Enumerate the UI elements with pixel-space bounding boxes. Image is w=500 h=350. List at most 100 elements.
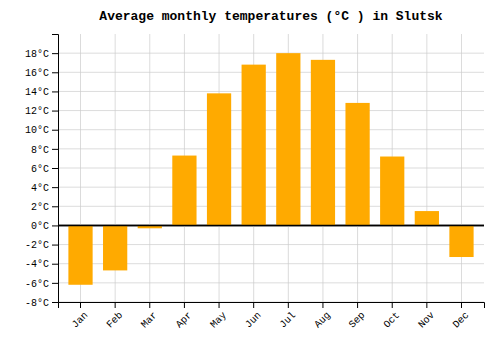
y-tick-mark: [52, 225, 58, 226]
zero-line: [58, 225, 484, 227]
y-tick-label: 16°C: [25, 68, 49, 79]
x-tick-mark: [426, 302, 427, 308]
x-tick: Oct: [382, 302, 403, 330]
x-tick: Jan: [70, 302, 91, 330]
chart: -8°C -6°C -4°C -2°C 0°C 2°C 4°C 6°C 8°C 10°C 12°C 1…: [0, 0, 500, 350]
x-tick-label: Nov: [416, 310, 437, 331]
x-tick: May: [208, 302, 229, 330]
y-tick-label: -6°C: [25, 279, 49, 290]
x-grid-line: [149, 34, 150, 302]
x-grid-line: [426, 34, 427, 302]
y-tick: 12°C: [25, 106, 58, 117]
y-tick-label: 2°C: [31, 202, 49, 213]
y-tick-mark: [52, 72, 58, 73]
x-tick-label: Apr: [174, 310, 195, 331]
bar: [311, 60, 335, 226]
zero-line: [58, 225, 484, 227]
x-tick-mark: [392, 302, 393, 308]
y-tick-mark: [52, 245, 58, 246]
y-tick: 8°C: [31, 145, 58, 156]
y-tick: 2°C: [31, 202, 58, 213]
x-axis: Jan Feb Mar Apr May Jun Jul Aug Sep Oct Nov Dec: [59, 302, 485, 330]
y-tick: 18°C: [25, 49, 58, 60]
y-tick-label: 10°C: [25, 125, 49, 136]
x-tick-mark: [461, 302, 462, 308]
x-tick-label: Aug: [312, 310, 333, 331]
x-tick: Dec: [451, 302, 472, 330]
y-tick-mark: [52, 206, 58, 207]
y-tick-mark: [52, 53, 58, 54]
y-tick-label: 0°C: [31, 221, 49, 232]
bar: [103, 225, 127, 270]
y-tick-mark: [52, 187, 58, 188]
x-tick-label: Jan: [70, 310, 91, 331]
x-tick-label: Mar: [139, 310, 160, 331]
bars: [68, 53, 473, 285]
x-tick: Apr: [174, 302, 195, 330]
x-tick: Jul: [278, 302, 299, 330]
y-tick-mark: [52, 283, 58, 284]
bar: [449, 225, 473, 257]
y-grid-line: [58, 72, 484, 73]
y-tick-mark: [52, 264, 58, 265]
x-tick: Aug: [312, 302, 333, 330]
x-tick: Nov: [416, 302, 437, 330]
x-tick-label: Jul: [278, 310, 299, 331]
x-tick-label: Oct: [382, 310, 403, 331]
y-tick-label: 14°C: [25, 87, 49, 98]
x-tick-mark: [219, 302, 220, 308]
y-tick-label: -4°C: [25, 259, 49, 270]
x-tick-mark: [149, 302, 150, 308]
y-tick: -8°C: [25, 298, 58, 309]
x-tick-label: Dec: [451, 310, 472, 331]
x-tick-mark: [322, 302, 323, 308]
plot: -8°C -6°C -4°C -2°C 0°C 2°C 4°C 6°C 8°C 10°C 12°C 1…: [25, 34, 485, 330]
y-tick-mark: [52, 149, 58, 150]
x-tick-mark: [184, 302, 185, 308]
x-axis-line: [59, 303, 485, 309]
x-tick-label: May: [208, 310, 229, 331]
y-grid-line: [58, 206, 484, 207]
y-tick-label: 6°C: [31, 164, 49, 175]
bar: [380, 157, 404, 226]
bar: [345, 103, 369, 226]
x-tick-mark: [115, 302, 116, 308]
y-tick: -4°C: [25, 259, 58, 270]
y-tick-label: -8°C: [25, 298, 49, 309]
y-tick-label: 18°C: [25, 49, 49, 60]
y-axis: -8°C -6°C -4°C -2°C 0°C 2°C 4°C 6°C 8°C 10°C 12°C 1…: [25, 35, 59, 309]
title: Average monthly temperatures (°C ) in Sl…: [99, 9, 442, 24]
y-grid-line: [58, 53, 484, 54]
x-tick: Jun: [243, 302, 264, 330]
y-tick-label: 4°C: [31, 183, 49, 194]
y-tick-label: -2°C: [25, 240, 49, 251]
x-tick: Feb: [105, 302, 126, 330]
y-grid-line: [58, 168, 484, 169]
y-axis-line: [52, 35, 59, 303]
bar: [276, 53, 300, 225]
bar: [242, 65, 266, 226]
x-tick-mark: [253, 302, 254, 308]
y-tick-mark: [52, 111, 58, 112]
y-tick: 0°C: [31, 221, 58, 232]
y-tick: 4°C: [31, 183, 58, 194]
grid: [58, 34, 484, 302]
y-tick-label: 12°C: [25, 106, 49, 117]
y-grid-line: [58, 110, 484, 111]
zero-line-group: [58, 225, 484, 226]
y-tick: 6°C: [31, 164, 58, 175]
y-grid-line: [58, 91, 484, 92]
y-tick-label: 8°C: [31, 145, 49, 156]
y-grid-line: [58, 187, 484, 188]
x-grid-line: [461, 34, 462, 302]
y-tick: 14°C: [25, 87, 58, 98]
bar: [415, 211, 439, 225]
y-tick: 16°C: [25, 68, 58, 79]
y-grid-line: [58, 148, 484, 149]
x-tick-label: Jun: [243, 310, 264, 331]
x-tick-mark: [80, 302, 81, 308]
y-tick-mark: [52, 130, 58, 131]
y-grid-line: [58, 129, 484, 130]
x-tick: Sep: [347, 302, 368, 330]
y-tick: -6°C: [25, 279, 58, 290]
